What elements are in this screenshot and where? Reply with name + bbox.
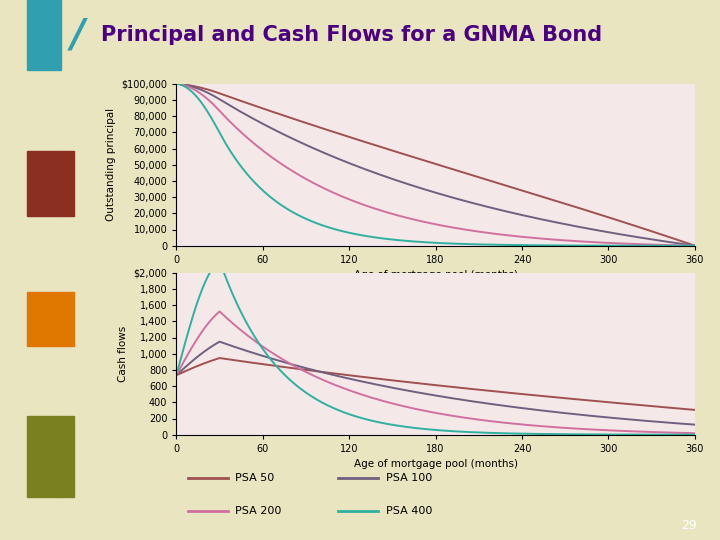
- Text: Principal and Cash Flows for a GNMA Bond: Principal and Cash Flows for a GNMA Bond: [101, 25, 602, 45]
- Bar: [27, 151, 61, 216]
- Y-axis label: Outstanding principal: Outstanding principal: [106, 108, 116, 221]
- Bar: [27, 416, 61, 497]
- Bar: [27, 0, 61, 70]
- Text: PSA 400: PSA 400: [386, 506, 432, 516]
- Text: PSA 100: PSA 100: [386, 474, 432, 483]
- Text: PSA 200: PSA 200: [235, 506, 282, 516]
- Text: 29: 29: [682, 518, 697, 532]
- Bar: [27, 292, 61, 346]
- Bar: [61, 416, 74, 497]
- X-axis label: Age of mortgage pool (months): Age of mortgage pool (months): [354, 271, 518, 280]
- Bar: [61, 292, 74, 346]
- Text: /: /: [71, 16, 85, 54]
- Y-axis label: Cash flows: Cash flows: [118, 326, 128, 382]
- X-axis label: Age of mortgage pool (months): Age of mortgage pool (months): [354, 460, 518, 469]
- Bar: [61, 151, 74, 216]
- Text: PSA 50: PSA 50: [235, 474, 275, 483]
